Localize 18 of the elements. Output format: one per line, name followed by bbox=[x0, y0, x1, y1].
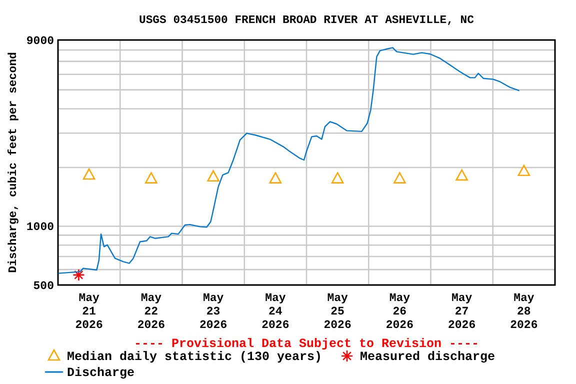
legend-label: Discharge bbox=[67, 366, 135, 380]
x-tick-label: May 22 2026 bbox=[137, 292, 166, 332]
y-tick-label: 500 bbox=[33, 280, 54, 293]
chart-title: USGS 03451500 FRENCH BROAD RIVER AT ASHEVILLE, NC bbox=[139, 15, 474, 27]
y-tick-label: 9000 bbox=[26, 35, 54, 48]
y-axis-title: Discharge, cubic feet per second bbox=[7, 52, 20, 273]
x-tick-label: May 23 2026 bbox=[200, 292, 228, 332]
legend-label: Median daily statistic (130 years) bbox=[67, 350, 322, 364]
x-tick-label: May 25 2026 bbox=[324, 292, 352, 332]
x-tick-label: May 26 2026 bbox=[386, 292, 414, 332]
legend-label: Measured discharge bbox=[360, 350, 496, 364]
x-tick-label: May 28 2026 bbox=[510, 292, 538, 332]
y-tick-label: 1000 bbox=[26, 221, 54, 234]
line-series bbox=[58, 47, 520, 274]
x-tick-label: May 21 2026 bbox=[75, 292, 103, 332]
x-tick-label: May 27 2026 bbox=[448, 292, 476, 332]
text: ---- Provisional Data Subject to Revision ---- bbox=[134, 337, 480, 351]
x-tick-label: May 24 2026 bbox=[262, 292, 290, 332]
